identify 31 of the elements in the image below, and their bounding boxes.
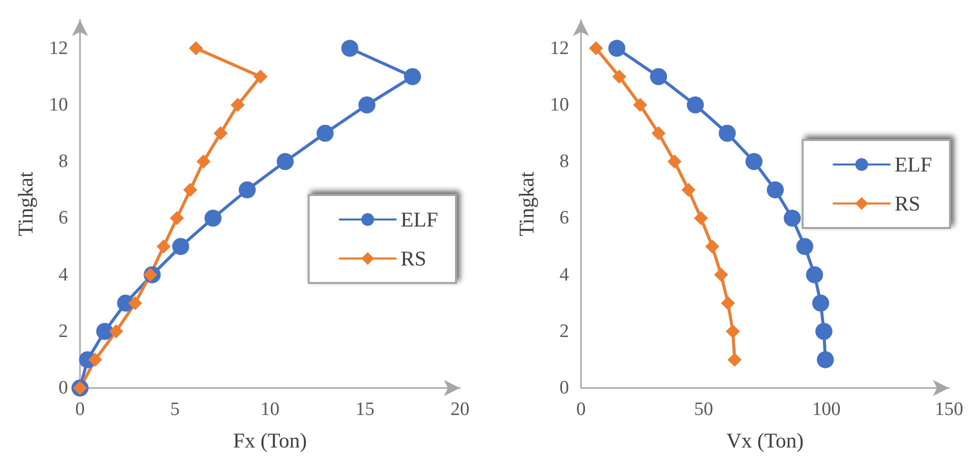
y-tick-label: 8 <box>560 151 569 172</box>
y-tick-label: 12 <box>49 38 68 59</box>
y-tick-label: 8 <box>58 151 68 172</box>
y-axis-title: Tingkat <box>14 172 38 236</box>
y-tick-label: 0 <box>560 378 569 398</box>
y-tick-label: 0 <box>58 378 68 398</box>
x-tick-label: 100 <box>812 399 841 420</box>
x-tick-label: 5 <box>170 399 180 420</box>
x-axis-title: Vx (Ton) <box>726 428 804 452</box>
x-tick-label: 10 <box>260 399 280 420</box>
y-tick-label: 4 <box>560 264 570 286</box>
x-tick-label: 20 <box>450 399 470 420</box>
legend-label: ELF <box>894 152 932 176</box>
x-axis-title: Fx (Ton) <box>233 428 307 452</box>
x-tick-label: 50 <box>694 399 714 420</box>
legend-label: RS <box>400 246 426 270</box>
y-tick-label: 6 <box>560 208 569 229</box>
x-tick-label: 0 <box>576 399 586 420</box>
y-axis-title: Tingkat <box>514 172 538 236</box>
y-tick-label: 2 <box>560 320 569 342</box>
y-tick-label: 4 <box>58 264 68 286</box>
x-tick-label: 0 <box>75 399 85 420</box>
y-tick-label: 10 <box>550 94 569 116</box>
y-tick-label: 6 <box>58 208 68 229</box>
x-tick-label: 150 <box>934 399 964 420</box>
y-tick-label: 12 <box>550 38 569 59</box>
legend-label: ELF <box>400 208 438 232</box>
y-tick-label: 10 <box>49 94 68 116</box>
x-tick-label: 15 <box>356 399 374 420</box>
legend-label: RS <box>894 192 920 216</box>
y-tick-label: 2 <box>58 320 68 342</box>
